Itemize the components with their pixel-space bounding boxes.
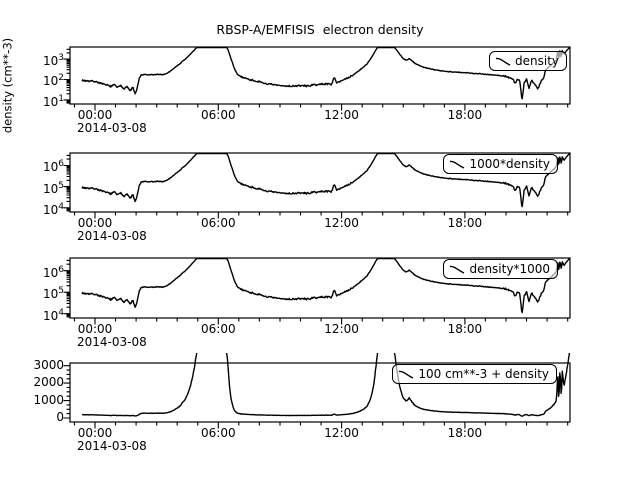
panel-1-x-tick-label: 12:00 <box>324 216 359 230</box>
legend-line-sample-icon <box>450 265 465 274</box>
panel-1-x-tick-label: 00:00 <box>77 216 113 230</box>
legend-line-sample-icon <box>495 57 511 66</box>
panel-2-date-label: 2014-03-08 <box>77 335 147 349</box>
legend-1000x-density: 1000*density <box>443 154 558 174</box>
panel-1 <box>63 152 571 219</box>
panel-1-x-tick-label: 18:00 <box>447 216 483 230</box>
panel-3-y-tick-label: 0 <box>56 409 64 424</box>
panel-3-y-tick-label: 1000 <box>33 392 64 407</box>
panel-3-date-label: 2014-03-08 <box>77 439 147 453</box>
panel-1-frame <box>69 152 571 213</box>
panel-2-x-tick-label: 12:00 <box>324 322 359 336</box>
panel-3-y-tick-label: 2000 <box>33 375 64 390</box>
panel-0-y-tick-label: 102 <box>42 73 64 89</box>
legend-line-sample-icon <box>450 160 465 169</box>
panel-0 <box>63 46 571 111</box>
panel-3-x-tick-label: 18:00 <box>447 426 483 440</box>
panel-1-y-tick-label: 104 <box>42 201 64 217</box>
panel-2-x-tick-label: 06:00 <box>201 322 236 336</box>
plot-title: RBSP-A/EMFISIS electron density <box>216 22 424 37</box>
panel-0-y-tick-label: 101 <box>42 93 64 109</box>
panel-0-date-label: 2014-03-08 <box>77 121 147 135</box>
panel-3-y-tick-label: 3000 <box>33 357 64 372</box>
panel-3-ticks <box>63 365 569 429</box>
panel-2-y-tick-label: 104 <box>42 307 64 323</box>
legend-label: density <box>515 54 559 68</box>
y-axis-label: density (cm**-3) <box>0 37 15 134</box>
panel-2 <box>63 257 571 325</box>
panel-2-density-curve <box>81 257 570 314</box>
panel-0-y-tick-label: 103 <box>42 53 64 69</box>
panel-3-x-tick-label: 06:00 <box>201 426 236 440</box>
panel-1-y-tick-label: 106 <box>42 159 64 175</box>
panel-3-density-curve <box>81 353 570 417</box>
panel-1-ticks <box>63 154 569 219</box>
legend-label: 100 cm**-3 + density <box>418 367 549 381</box>
panel-0-ticks <box>63 48 569 111</box>
panel-3 <box>63 353 571 429</box>
legend-label: 1000*density <box>469 157 550 171</box>
legend-line-sample-icon <box>399 370 414 379</box>
panel-0-frame <box>69 46 571 105</box>
panel-2-x-tick-label: 18:00 <box>447 322 483 336</box>
panel-0-density-curve <box>81 46 570 100</box>
panel-3-frame <box>69 362 571 423</box>
panel-1-x-tick-label: 06:00 <box>201 216 236 230</box>
panel-3-x-tick-label: 00:00 <box>77 426 113 440</box>
panel-2-y-tick-label: 106 <box>42 264 64 280</box>
legend-label: density*1000 <box>469 262 550 276</box>
panel-2-y-tick-label: 105 <box>42 286 64 302</box>
panel-0-x-tick-label: 06:00 <box>201 108 236 122</box>
panel-2-frame <box>69 257 571 319</box>
panel-0-x-tick-label: 12:00 <box>324 108 359 122</box>
panel-1-date-label: 2014-03-08 <box>77 229 147 243</box>
panel-2-ticks <box>63 259 569 325</box>
panel-0-x-tick-label: 18:00 <box>447 108 483 122</box>
panel-1-density-curve <box>81 152 570 208</box>
panel-3-x-tick-label: 12:00 <box>324 426 359 440</box>
panel-1-y-tick-label: 105 <box>42 180 64 196</box>
legend-100-plus-density: 100 cm**-3 + density <box>392 364 557 384</box>
legend-density-x1000: density*1000 <box>443 259 558 279</box>
panel-0-x-tick-label: 00:00 <box>77 108 113 122</box>
panel-2-x-tick-label: 00:00 <box>77 322 113 336</box>
legend-density: density <box>489 51 567 71</box>
